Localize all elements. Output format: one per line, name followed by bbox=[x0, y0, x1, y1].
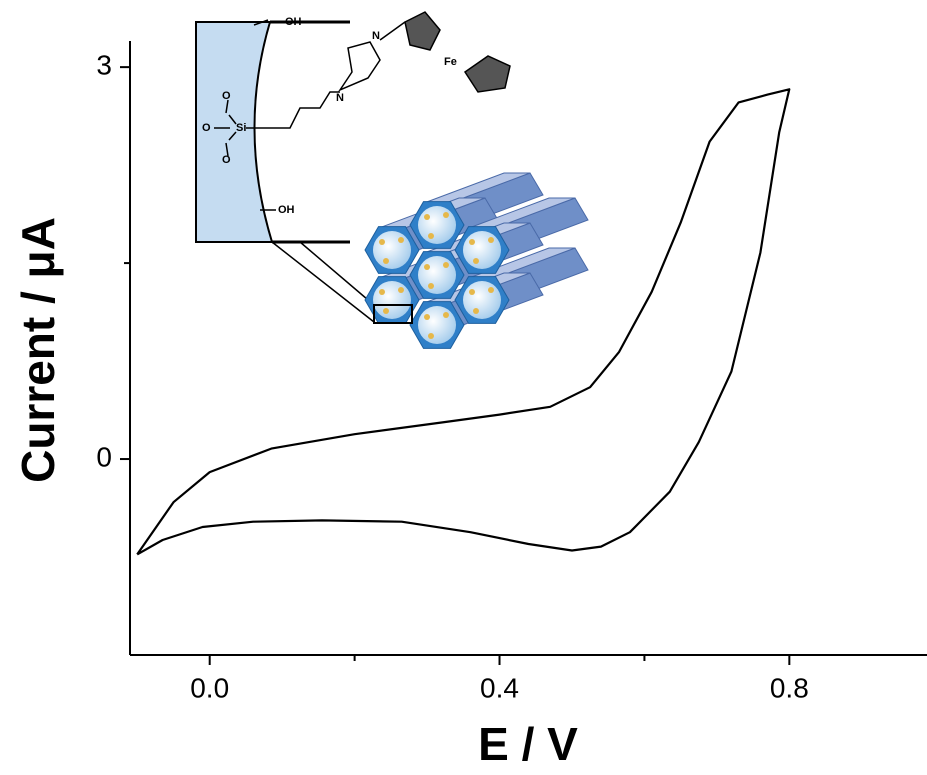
ferrocene-dot bbox=[379, 239, 385, 245]
x-tick-label: 0.8 bbox=[770, 672, 809, 703]
pore bbox=[418, 256, 456, 294]
chem-label: OH bbox=[278, 204, 295, 216]
chem-label: O bbox=[222, 154, 231, 166]
ferrocene-dot bbox=[383, 258, 389, 264]
chem-label: OH bbox=[285, 16, 302, 28]
ferrocene-dot bbox=[473, 258, 479, 264]
y-axis-title: Current / μA bbox=[12, 217, 64, 483]
pore bbox=[373, 281, 411, 319]
ferrocene-dot bbox=[469, 239, 475, 245]
pore bbox=[418, 206, 456, 244]
y-tick-label: 0 bbox=[96, 441, 112, 472]
axes: 0.0 0.4 0.8 0 3 bbox=[96, 41, 927, 703]
triazole bbox=[337, 21, 406, 92]
chem-label: Fe bbox=[444, 56, 457, 68]
pore bbox=[463, 231, 501, 269]
x-tick-label: 0.0 bbox=[190, 672, 229, 703]
ferrocene-dot bbox=[383, 308, 389, 314]
chem-label: N bbox=[372, 30, 380, 42]
x-axis-title: E / V bbox=[478, 718, 578, 770]
inset-illustration: OH OH Si Fe N N O O O bbox=[195, 11, 589, 349]
ferrocene-dot bbox=[488, 237, 494, 243]
cv-curve bbox=[136, 88, 791, 556]
pore bbox=[463, 281, 501, 319]
ferrocene-dot bbox=[473, 308, 479, 314]
ferrocene-dot bbox=[424, 264, 430, 270]
ferrocene-dot bbox=[424, 314, 430, 320]
ferrocene-dot bbox=[488, 287, 494, 293]
chem-label: O bbox=[222, 90, 231, 102]
pore bbox=[418, 306, 456, 344]
ferrocene-dot bbox=[428, 233, 434, 239]
zoom-box bbox=[373, 304, 413, 324]
zoom-line bbox=[271, 241, 375, 323]
ferrocene-dot bbox=[428, 283, 434, 289]
y-tick-label: 3 bbox=[96, 50, 112, 81]
ferrocene-dot bbox=[428, 333, 434, 339]
cp-ring bbox=[404, 11, 441, 51]
ferrocene-dot bbox=[379, 289, 385, 295]
chem-label: N bbox=[336, 92, 344, 104]
ferrocene-dot bbox=[398, 287, 404, 293]
ferrocene-dot bbox=[469, 289, 475, 295]
ferrocene-dot bbox=[443, 262, 449, 268]
silica-wall bbox=[195, 21, 274, 243]
ferrocene-dot bbox=[443, 212, 449, 218]
ferrocene-dot bbox=[424, 214, 430, 220]
frame-line bbox=[270, 20, 350, 244]
pore bbox=[373, 231, 411, 269]
cp-ring bbox=[463, 55, 511, 93]
bond bbox=[214, 19, 340, 211]
mesoporous-silica bbox=[364, 172, 589, 349]
x-tick-label: 0.4 bbox=[480, 672, 519, 703]
ferrocene-dot bbox=[398, 237, 404, 243]
chem-label: O bbox=[202, 122, 211, 134]
ferrocene-dot bbox=[443, 312, 449, 318]
chem-label: Si bbox=[236, 122, 246, 134]
